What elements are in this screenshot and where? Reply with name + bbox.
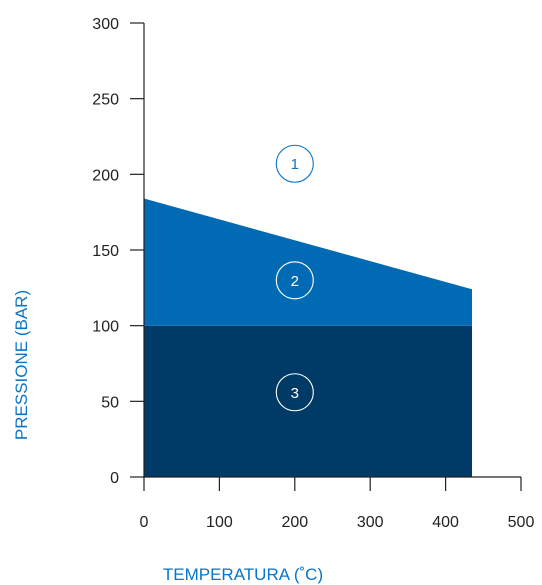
x-tick-label: 200 bbox=[281, 514, 308, 531]
x-tick-label: 500 bbox=[508, 514, 535, 531]
region-3-area bbox=[144, 325, 472, 477]
region-2-circle bbox=[275, 261, 314, 300]
region-1-circle bbox=[275, 144, 314, 183]
region-3-circle bbox=[275, 373, 314, 412]
y-tick-label: 50 bbox=[101, 394, 119, 411]
y-tick-label: 200 bbox=[92, 167, 119, 184]
chart-axes: 0 50 100 150 200 250 300 0 100 200 300 400 500 bbox=[92, 16, 534, 531]
chart-regions bbox=[144, 198, 472, 477]
region-annotations: 1 2 3 bbox=[275, 144, 314, 412]
y-tick-label: 150 bbox=[92, 243, 119, 260]
y-tick-label: 0 bbox=[110, 470, 119, 487]
x-tick-label: 400 bbox=[432, 514, 459, 531]
x-tick-label: 300 bbox=[357, 514, 384, 531]
region-3-label: 3 bbox=[291, 385, 299, 402]
y-tick-label: 250 bbox=[92, 92, 119, 109]
y-tick-label: 100 bbox=[92, 319, 119, 336]
y-axis-title: PRESSIONE (BAR) bbox=[12, 290, 31, 440]
region-2-area bbox=[144, 198, 472, 326]
x-tick-label: 100 bbox=[206, 514, 233, 531]
x-tick-label: 0 bbox=[140, 514, 149, 531]
x-axis-title: TEMPERATURA (˚C) bbox=[163, 565, 323, 584]
y-tick-label: 300 bbox=[92, 16, 119, 33]
region-2-label: 2 bbox=[291, 273, 299, 290]
region-1-label: 1 bbox=[291, 156, 299, 173]
